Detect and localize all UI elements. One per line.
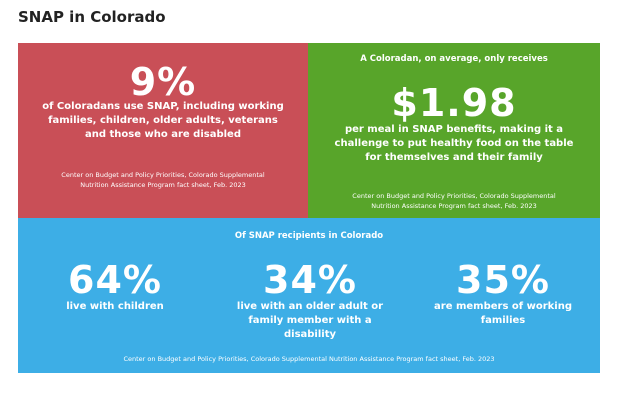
panel-red: 9% of Coloradans use SNAP, including wor… [18,43,308,218]
stat: 64% [68,258,162,302]
panel-blue: Of SNAP recipients in Colorado 64% live … [18,218,600,373]
stat: 34% [263,258,357,302]
page-title: SNAP in Colorado [18,8,166,26]
stat: $1.98 [391,81,517,125]
stat-text: of Coloradans use SNAP, including workin… [42,101,284,140]
panel-green: A Coloradan, on average, only receives $… [308,43,600,218]
stat-text: live with children [66,301,164,312]
stat-text: live with an older adult or family membe… [236,301,384,340]
stat: 9% [129,60,197,104]
source: Center on Budget and Policy Priorities, … [123,355,495,363]
stat: 35% [456,258,550,302]
stat-text: are members of working families [434,301,572,326]
heading: Of SNAP recipients in Colorado [234,231,384,241]
stat-text: per meal in SNAP benefits, making it a c… [334,124,574,163]
source: Center on Budget and Policy Priorities, … [61,171,265,189]
heading: A Coloradan, on average, only receives [360,54,548,64]
source: Center on Budget and Policy Priorities, … [352,192,556,210]
